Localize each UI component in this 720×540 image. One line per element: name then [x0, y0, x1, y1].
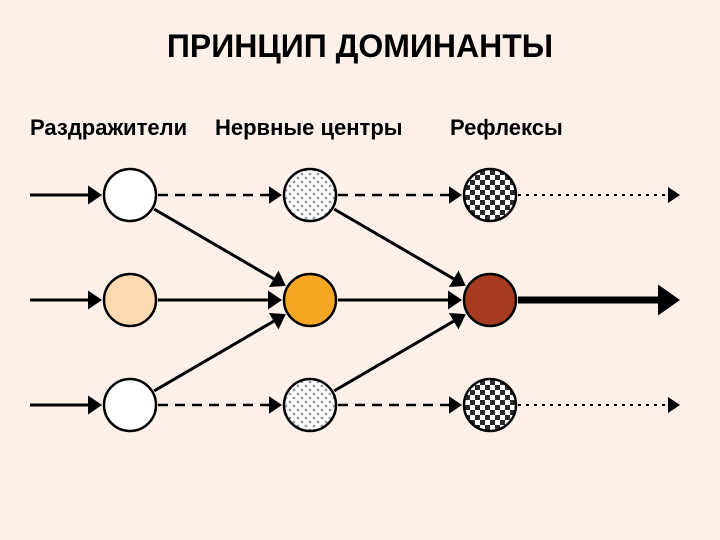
arrow	[334, 209, 454, 279]
arrowhead	[88, 186, 102, 205]
node-c3	[464, 379, 516, 431]
arrowhead	[269, 186, 282, 204]
arrowhead	[658, 285, 680, 316]
node-a3	[104, 379, 156, 431]
node-a1	[104, 169, 156, 221]
arrowhead	[449, 396, 462, 414]
arrowhead	[668, 397, 680, 413]
arrowhead	[268, 291, 282, 310]
node-c2	[464, 274, 516, 326]
arrow	[334, 321, 454, 391]
arrowhead	[668, 187, 680, 203]
node-b1	[284, 169, 336, 221]
arrowhead	[448, 291, 462, 310]
dominance-diagram	[0, 0, 720, 540]
node-b2	[284, 274, 336, 326]
arrow	[154, 209, 274, 279]
node-a2	[104, 274, 156, 326]
node-b3	[284, 379, 336, 431]
arrowhead	[88, 396, 102, 415]
arrow	[154, 321, 274, 391]
arrowhead	[88, 291, 102, 310]
node-c1	[464, 169, 516, 221]
arrowhead	[269, 396, 282, 414]
arrowhead	[449, 186, 462, 204]
